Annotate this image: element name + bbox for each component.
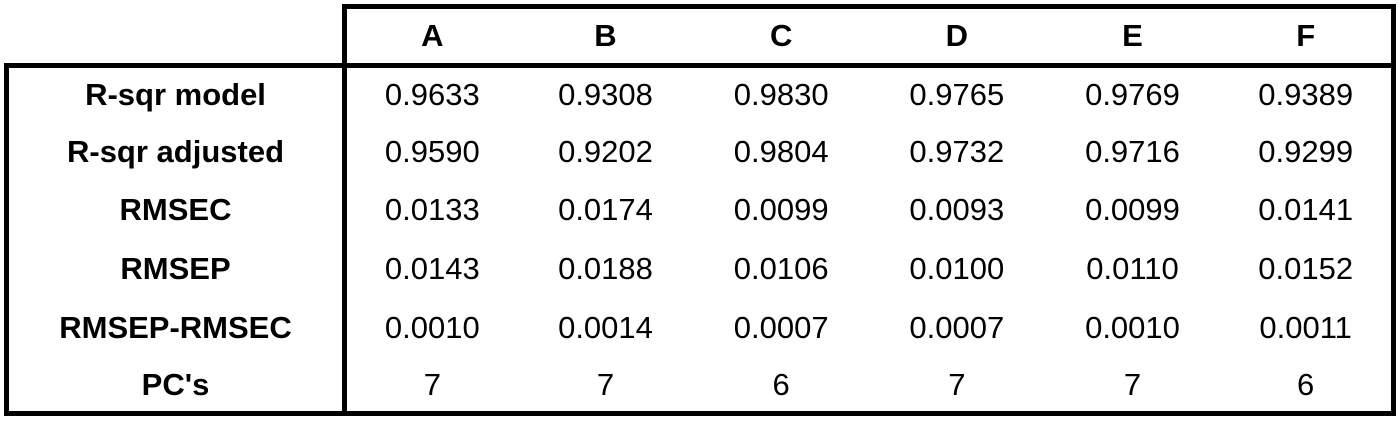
cell: 0.9590 xyxy=(342,121,518,181)
cell: 0.0010 xyxy=(342,298,518,358)
corner-cell xyxy=(4,4,342,63)
cell: 0.0174 xyxy=(558,192,653,228)
cell: 0.0014 xyxy=(558,310,653,346)
cell: 0.0188 xyxy=(558,251,653,287)
row-label-rmsec: RMSEC xyxy=(4,180,342,240)
cell: 0.0099 xyxy=(1085,192,1180,228)
cell: 0.0133 xyxy=(342,180,518,240)
row-label-r-sqr-model: R-sqr model xyxy=(4,62,342,122)
cell: 0.0007 xyxy=(733,310,829,346)
column-header-a: A xyxy=(342,4,518,63)
cell: 0.9732 xyxy=(909,133,1005,169)
cell: 0.0010 xyxy=(1085,310,1180,346)
column-header-d: D xyxy=(869,4,1045,63)
cell: 0.9633 xyxy=(342,62,518,122)
row-label-pcs: PC's xyxy=(4,357,342,416)
cell: 0.0152 xyxy=(1220,239,1396,299)
cell: 0.9389 xyxy=(1220,62,1396,122)
cell: 0.0143 xyxy=(342,239,518,299)
cell: 0.9769 xyxy=(1044,62,1221,122)
cell: 0.0007 xyxy=(909,310,1005,346)
cell: 7 xyxy=(869,357,1045,416)
column-header-f: F xyxy=(1220,4,1396,63)
cell: 0.9830 xyxy=(693,62,869,122)
cell: 7 xyxy=(1044,357,1221,416)
row-label-rmsep-rmsec: RMSEP-RMSEC xyxy=(4,298,342,358)
cell: 0.0106 xyxy=(733,251,829,287)
cell: 7 xyxy=(517,357,694,416)
cell: 0.0100 xyxy=(909,251,1005,287)
row-label-rmsep: RMSEP xyxy=(4,239,342,299)
cell: 6 xyxy=(1220,357,1396,416)
cell: 0.9804 xyxy=(733,133,829,169)
cell: 7 xyxy=(342,357,518,416)
cell: 0.0110 xyxy=(1086,251,1179,287)
model-metrics-table: A B C D E F R-sqr model 0.9633 0.9308 0.… xyxy=(4,4,1396,416)
column-header-b: B xyxy=(517,4,694,63)
cell: 0.0141 xyxy=(1220,180,1396,240)
cell: 0.0011 xyxy=(1220,298,1396,358)
column-header-c: C xyxy=(693,4,869,63)
row-label-r-sqr-adjusted: R-sqr adjusted xyxy=(4,121,342,181)
cell: 0.9308 xyxy=(517,62,694,122)
cell: 0.0093 xyxy=(909,192,1005,228)
cell: 6 xyxy=(693,357,869,416)
cell: 0.0099 xyxy=(733,192,829,228)
column-header-e: E xyxy=(1044,4,1221,63)
cell: 0.9202 xyxy=(558,133,653,169)
cell: 0.9716 xyxy=(1085,133,1180,169)
cell: 0.9765 xyxy=(869,62,1045,122)
cell: 0.9299 xyxy=(1220,121,1396,181)
